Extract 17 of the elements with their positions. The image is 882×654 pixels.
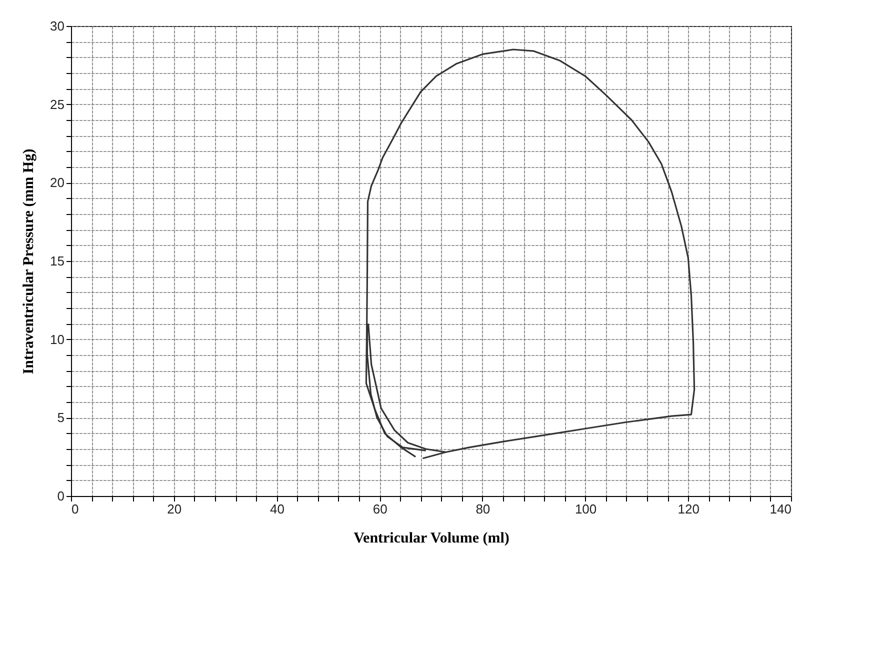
x-tick-label: 120 bbox=[678, 502, 700, 516]
x-tick-label: 0 bbox=[72, 502, 79, 516]
y-tick-label: 20 bbox=[50, 175, 64, 190]
y-tick-label: 25 bbox=[50, 96, 64, 112]
y-tick-label: 0 bbox=[57, 488, 64, 504]
y-tick-label: 30 bbox=[50, 18, 64, 34]
x-tick-label: 80 bbox=[476, 502, 490, 516]
x-tick-label: 60 bbox=[372, 502, 388, 516]
x-tick-label: 140 bbox=[770, 502, 792, 516]
x-axis-title: Ventricular Volume (ml) bbox=[354, 530, 510, 546]
y-tick-label: 15 bbox=[50, 254, 64, 268]
y-tick-label: 10 bbox=[50, 332, 64, 347]
x-tick-label: 100 bbox=[574, 502, 597, 516]
y-tick-label: 5 bbox=[57, 410, 64, 426]
y-axis-title: Intraventricular Pressure (mm Hg) bbox=[21, 148, 38, 374]
x-tick-label: 40 bbox=[270, 502, 284, 516]
x-tick-label: 20 bbox=[167, 502, 182, 516]
